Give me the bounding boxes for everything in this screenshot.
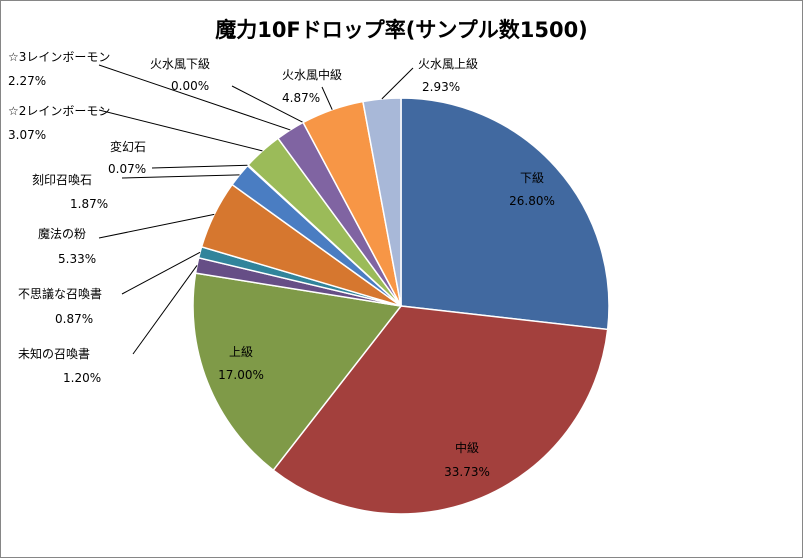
slice-3-percent: 1.20% [63,371,101,385]
slice-6-leader-line [121,174,240,179]
slice-11-percent: 4.87% [282,91,320,105]
slice-12-leader-line [381,67,414,100]
slice-4-percent: 0.87% [55,312,93,326]
slice-12 [362,97,402,307]
slice-9-percent: 2.27% [8,74,46,88]
slice-5-leader-line [98,213,215,239]
slice-12-label: 火水風上級 [418,57,478,71]
slice-3-leader-line [132,265,198,355]
slice-2-label: 上級 [229,345,253,359]
slice-0-label: 下級 [520,171,544,185]
slice-0-percent: 26.80% [509,194,555,208]
chart-title: 魔力10Fドロップ率(サンプル数1500) [215,18,588,42]
slice-10-leader-line [231,85,304,123]
slice-0 [400,97,610,331]
slice-6-percent: 1.87% [70,197,108,211]
slice-11-leader-line [321,86,333,110]
slice-6-label: 刻印召喚石 [32,173,92,187]
slice-8-label: ☆2レインボーモン [8,104,110,118]
slice-1-percent: 33.73% [444,465,490,479]
slice-2 [192,272,403,472]
slice-2-percent: 17.00% [218,368,264,382]
slice-12-percent: 2.93% [422,80,460,94]
slice-10-label: 火水風下級 [150,57,210,71]
slice-7-percent: 0.07% [108,162,146,176]
slice-11-label: 火水風中級 [282,67,342,82]
slice-4-leader-line [121,251,201,295]
slice-5-percent: 5.33% [58,252,96,266]
slice-7-leader-line [151,164,248,169]
slice-8-percent: 3.07% [8,128,46,142]
slice-3-label: 未知の召喚書 [18,347,90,361]
slice-1 [272,305,609,515]
slice-5-label: 魔法の粉 [38,226,86,241]
slice-8-leader-line [98,109,263,152]
slice-9-leader-line [98,64,291,131]
slice-7-label: 変幻石 [110,139,146,154]
slice-1-label: 中級 [455,440,479,455]
slice-9-label: ☆3レインボーモン [8,50,110,64]
slice-4-label: 不思議な召喚書 [18,287,102,301]
slice-10-percent: 0.00% [171,79,209,93]
